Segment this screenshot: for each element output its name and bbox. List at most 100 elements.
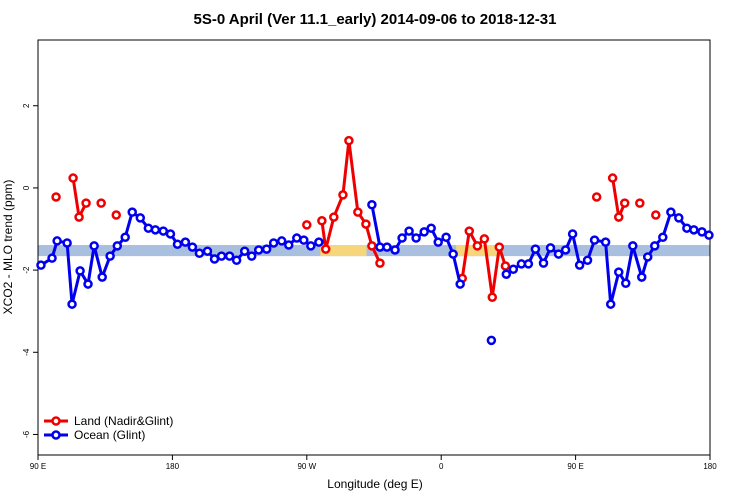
data-point bbox=[75, 266, 85, 276]
data-point bbox=[472, 241, 483, 251]
y-tick-label: -4 bbox=[22, 348, 31, 356]
data-point bbox=[96, 198, 106, 208]
y-tick-label: 0 bbox=[22, 185, 31, 190]
data-point bbox=[658, 232, 668, 242]
data-point bbox=[253, 245, 264, 255]
data-point bbox=[97, 272, 107, 282]
series-line bbox=[71, 177, 88, 222]
y-tick-label: 2 bbox=[22, 103, 31, 108]
data-point bbox=[433, 237, 443, 247]
data-point bbox=[397, 233, 407, 243]
data-point bbox=[367, 200, 377, 210]
plot-frame bbox=[37, 39, 711, 456]
legend-marker bbox=[51, 430, 61, 440]
data-point bbox=[651, 210, 661, 220]
data-point bbox=[382, 242, 392, 252]
legend-label: Land (Nadir&Glint) bbox=[74, 414, 173, 428]
data-point bbox=[500, 261, 511, 271]
data-point bbox=[614, 212, 624, 222]
data-point bbox=[180, 237, 191, 247]
data-point bbox=[426, 223, 436, 233]
data-point bbox=[501, 269, 512, 279]
data-point bbox=[704, 230, 714, 240]
data-point bbox=[508, 264, 519, 275]
plot-layer: 90 E 180 90 W 0 90 E 180 -6 -4 -2 0 2 Land (Nadir&G… bbox=[22, 39, 717, 471]
data-point bbox=[165, 229, 176, 239]
data-point bbox=[187, 242, 198, 252]
data-point bbox=[574, 260, 585, 270]
x-tick-label: 90 E bbox=[567, 462, 583, 471]
data-point bbox=[329, 212, 339, 222]
legend-label: Ocean (Glint) bbox=[74, 428, 145, 442]
data-point bbox=[172, 239, 183, 249]
data-point bbox=[344, 135, 354, 146]
data-point bbox=[47, 253, 57, 263]
band-highlight bbox=[320, 245, 367, 257]
data-point bbox=[411, 233, 421, 243]
data-point bbox=[150, 225, 161, 235]
data-point bbox=[367, 241, 377, 251]
data-point bbox=[494, 242, 505, 252]
data-point bbox=[390, 245, 400, 255]
data-point bbox=[600, 237, 611, 247]
data-point bbox=[455, 279, 465, 289]
x-tick-label: 0 bbox=[439, 462, 444, 471]
y-tick-label: -6 bbox=[22, 430, 31, 438]
data-point bbox=[194, 248, 205, 259]
data-point bbox=[268, 238, 279, 248]
data-point bbox=[486, 335, 497, 346]
series-line bbox=[611, 177, 627, 223]
data-point bbox=[619, 198, 630, 208]
data-point bbox=[589, 235, 600, 245]
data-point bbox=[582, 255, 593, 265]
data-point bbox=[202, 246, 213, 256]
data-point bbox=[697, 227, 707, 237]
data-point bbox=[51, 192, 61, 202]
x-tick-label: 90 W bbox=[297, 462, 316, 471]
x-tick-label: 90 E bbox=[30, 462, 46, 471]
data-point bbox=[317, 216, 327, 226]
data-point bbox=[479, 234, 490, 244]
data-point bbox=[353, 207, 363, 217]
data-point bbox=[239, 246, 250, 256]
data-point bbox=[338, 190, 348, 200]
data-point bbox=[321, 244, 331, 254]
data-point bbox=[89, 241, 99, 251]
data-point bbox=[635, 198, 645, 208]
data-point bbox=[135, 213, 146, 223]
data-point bbox=[105, 251, 115, 261]
data-point bbox=[614, 267, 624, 277]
y-axis-label: XCO2 - MLO trend (ppm) bbox=[1, 180, 15, 315]
x-tick-label: 180 bbox=[703, 462, 717, 471]
chart-title: 5S-0 April (Ver 11.1_early) 2014-09-06 t… bbox=[193, 11, 556, 28]
x-tick-label: 180 bbox=[166, 462, 180, 471]
x-axis-label: Longitude (deg E) bbox=[327, 477, 422, 491]
data-point bbox=[419, 227, 429, 237]
data-point bbox=[441, 232, 451, 242]
data-point bbox=[276, 236, 287, 246]
band-highlight bbox=[456, 245, 501, 257]
data-point bbox=[120, 232, 130, 242]
data-point bbox=[642, 252, 653, 262]
data-point bbox=[67, 299, 77, 309]
data-point bbox=[216, 251, 227, 261]
data-point bbox=[591, 192, 602, 202]
data-point bbox=[299, 235, 309, 245]
series-line bbox=[505, 209, 710, 305]
data-point bbox=[224, 251, 235, 261]
data-point bbox=[404, 226, 414, 236]
data-point bbox=[52, 236, 62, 246]
data-point bbox=[560, 245, 571, 255]
legend-marker bbox=[51, 416, 61, 426]
data-point bbox=[83, 279, 93, 289]
data-point bbox=[314, 237, 324, 247]
y-tick-label: -2 bbox=[22, 266, 31, 274]
data-point bbox=[637, 272, 647, 282]
data-point bbox=[231, 255, 242, 265]
data-point bbox=[448, 249, 458, 259]
data-point bbox=[649, 241, 660, 251]
data-point bbox=[464, 226, 475, 236]
data-point bbox=[246, 251, 257, 261]
data-point bbox=[375, 258, 385, 268]
